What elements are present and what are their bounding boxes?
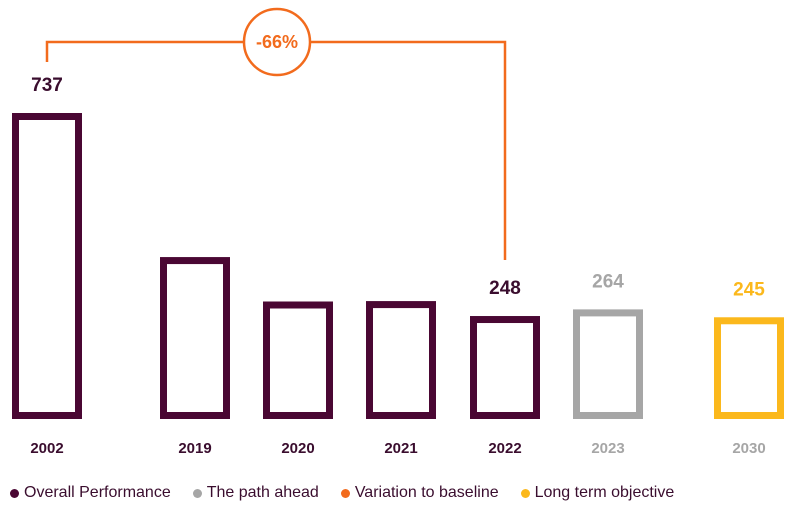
- data-label-2030: 245: [733, 279, 765, 300]
- x-tick-label: 2002: [30, 440, 63, 457]
- bar-2002: [12, 113, 82, 419]
- legend-label: Long term objective: [534, 484, 675, 501]
- legend-label: The path ahead: [206, 484, 319, 501]
- x-tick-label: 2022: [488, 440, 521, 457]
- data-label-2022: 248: [489, 278, 521, 299]
- x-tick-label: 2023: [591, 440, 624, 457]
- legend-item-path-ahead: The path ahead: [192, 484, 319, 502]
- data-label-2002: 737: [31, 75, 63, 96]
- legend-label: Overall Performance: [24, 484, 171, 501]
- x-tick-label: 2030: [732, 440, 765, 457]
- bar-2020: [263, 301, 333, 420]
- legend-dot-overall: [10, 488, 19, 498]
- legend-dot-objective: [520, 488, 530, 498]
- bar-2021: [366, 301, 436, 420]
- legend-label: Variation to baseline: [354, 484, 499, 501]
- legend-item-overall-performance: Overall Performance: [10, 484, 171, 502]
- x-tick-label: 2019: [178, 440, 211, 457]
- data-label-2023: 264: [592, 271, 624, 292]
- bar-2019: [160, 257, 230, 419]
- x-tick-label: 2021: [384, 440, 417, 457]
- legend: Overall Performance The path ahead Varia…: [10, 484, 674, 502]
- legend-item-variation: Variation to baseline: [340, 484, 499, 502]
- variation-bracket: [45, 40, 507, 260]
- variation-badge: [242, 7, 312, 77]
- legend-dot-variation: [340, 488, 350, 498]
- x-tick-label: 2020: [281, 440, 314, 457]
- bar-2030: [714, 317, 784, 419]
- legend-dot-path: [192, 488, 202, 498]
- bar-2023: [573, 309, 643, 419]
- bar-2022: [470, 316, 540, 420]
- variation-label: -66%: [256, 32, 298, 52]
- legend-item-long-term-objective: Long term objective: [520, 484, 675, 502]
